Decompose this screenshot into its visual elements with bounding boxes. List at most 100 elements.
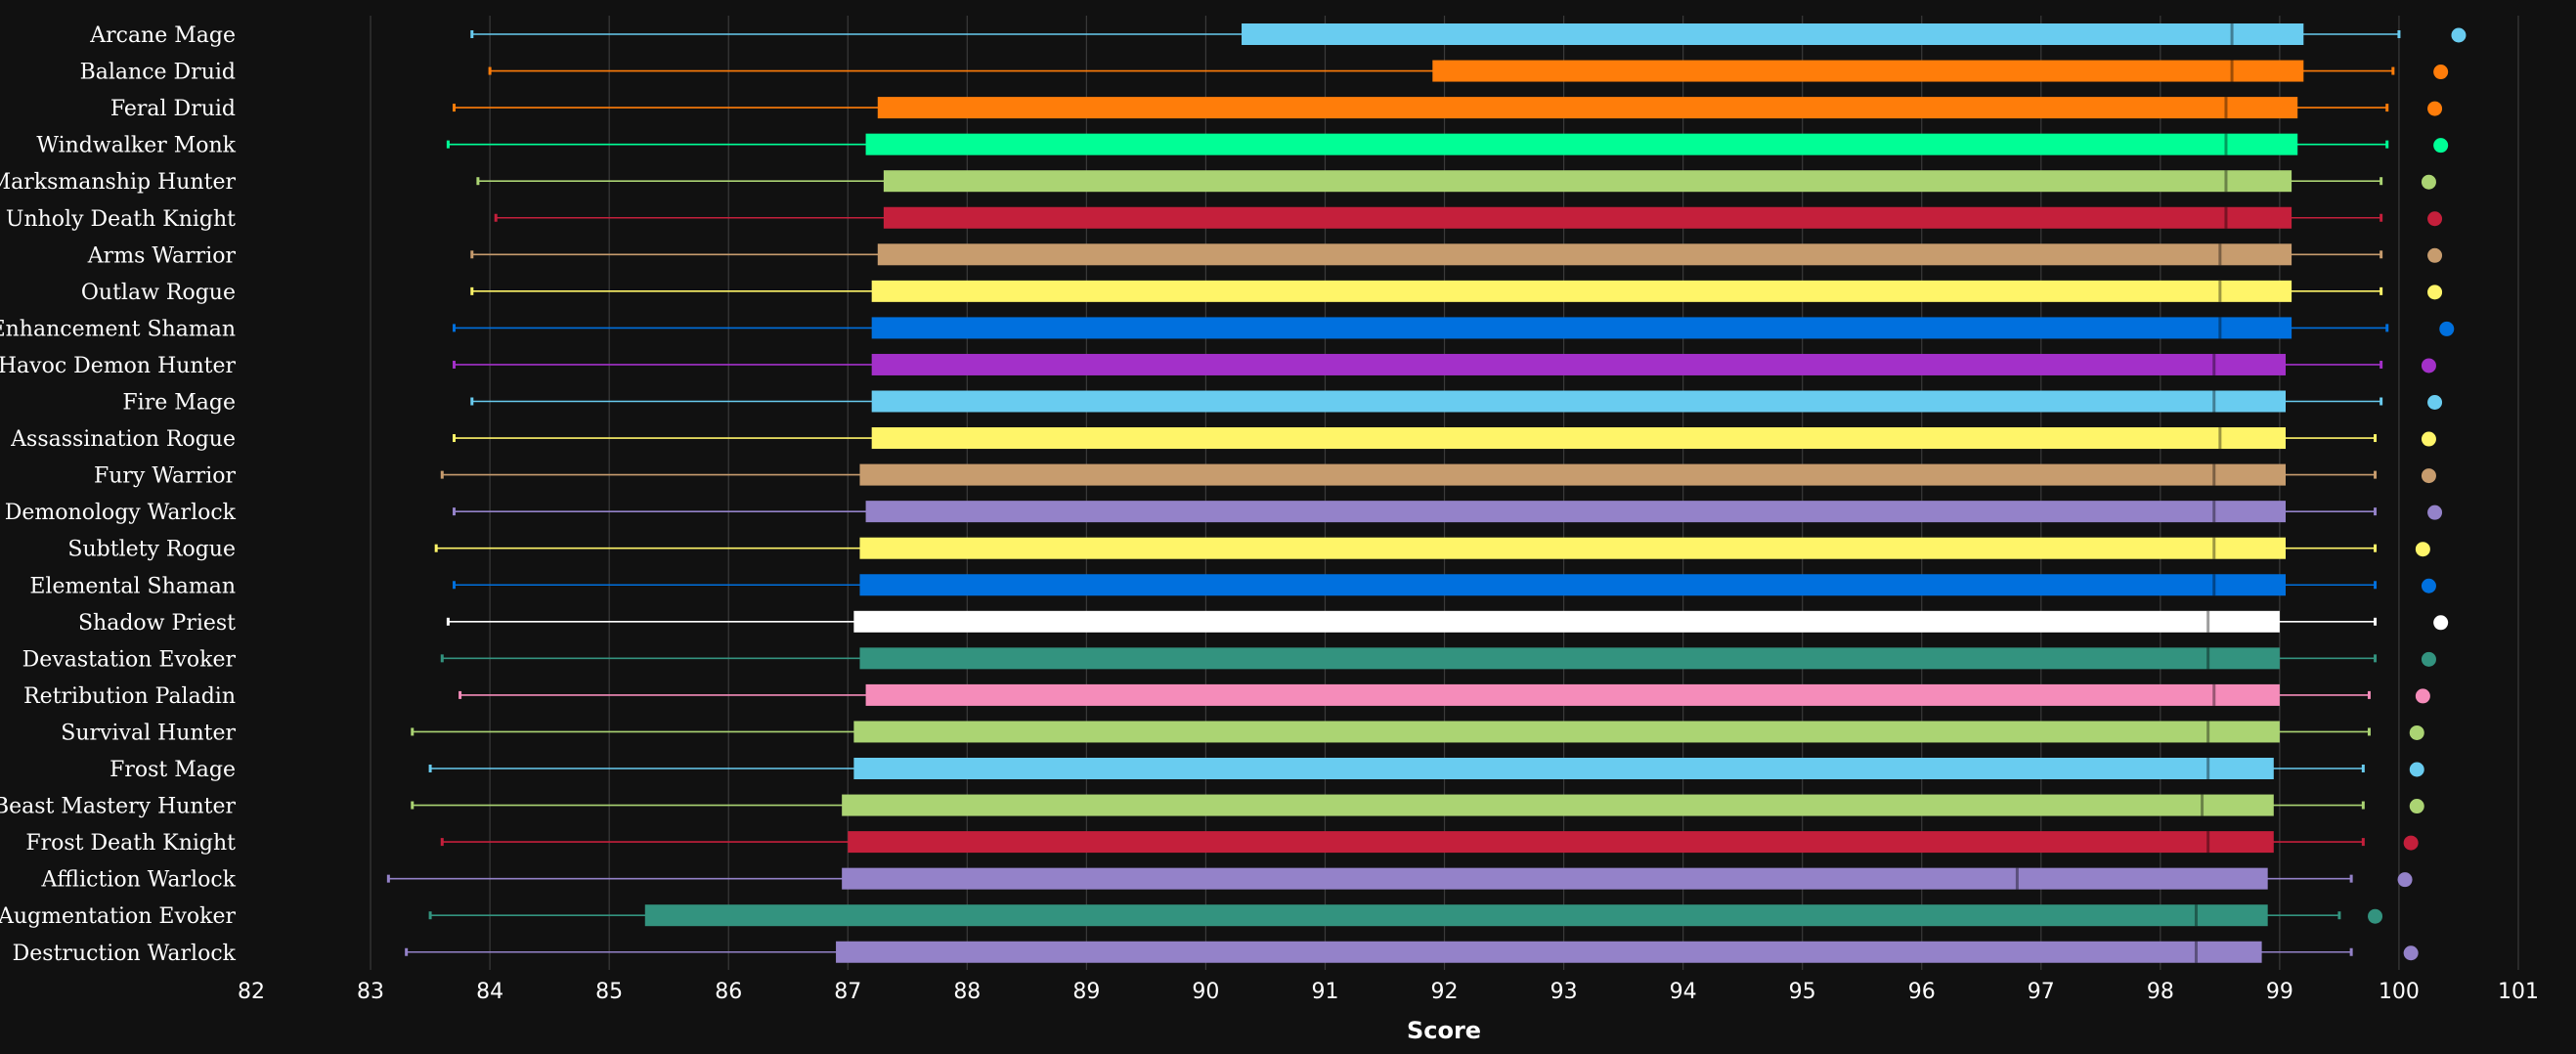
category-label: Destruction Warlock (13, 942, 237, 966)
category-label: Havoc Demon Hunter (0, 354, 236, 378)
iqr-box (883, 170, 2292, 193)
x-tick-label: 101 (2498, 980, 2539, 1004)
x-tick-label: 100 (2379, 980, 2420, 1004)
category-label: Windwalker Monk (36, 134, 236, 158)
x-tick-label: 84 (476, 980, 503, 1004)
max-point (2415, 688, 2430, 704)
category-label: Shadow Priest (78, 611, 236, 636)
iqr-box (853, 758, 2274, 779)
iqr-box (871, 280, 2292, 302)
iqr-box (871, 427, 2286, 450)
series-row (452, 317, 2455, 339)
category-label: Fury Warrior (94, 464, 237, 489)
series-row (470, 23, 2467, 45)
iqr-box (865, 683, 2280, 706)
category-label: Balance Druid (80, 61, 236, 85)
series-row (494, 206, 2443, 229)
iqr-box (883, 206, 2292, 229)
max-point (2433, 615, 2449, 631)
max-point (2403, 945, 2419, 961)
series-row (470, 390, 2443, 413)
iqr-box (865, 501, 2286, 523)
series-rows (386, 23, 2467, 963)
x-tick-label: 85 (595, 980, 623, 1004)
category-label: Outlaw Rogue (81, 281, 236, 305)
iqr-box (644, 904, 2268, 927)
x-tick-label: 94 (1670, 980, 1697, 1004)
iqr-box (853, 721, 2280, 743)
max-point (2433, 65, 2449, 80)
iqr-box (871, 353, 2286, 375)
series-row (386, 867, 2413, 890)
max-point (2409, 762, 2424, 777)
series-row (452, 97, 2443, 119)
iqr-box (859, 537, 2286, 559)
category-label: Devastation Evoker (22, 647, 237, 672)
category-label: Feral Druid (110, 97, 236, 121)
max-point (2397, 872, 2413, 888)
series-row (428, 904, 2383, 927)
series-row (434, 537, 2430, 559)
iqr-box (859, 647, 2280, 670)
max-point (2439, 321, 2455, 336)
series-row (440, 463, 2436, 486)
x-tick-label: 92 (1431, 980, 1459, 1004)
series-row (452, 353, 2436, 375)
iqr-box (842, 867, 2268, 890)
max-point (2427, 247, 2443, 263)
x-tick-label: 90 (1192, 980, 1219, 1004)
x-tick-label: 93 (1550, 980, 1578, 1004)
iqr-box (853, 610, 2280, 633)
max-point (2421, 431, 2436, 447)
category-label: Survival Hunter (61, 721, 236, 745)
category-labels: Arcane Mage Balance Druid Feral Druid Windw… (0, 23, 237, 966)
x-tick-label: 91 (1311, 980, 1338, 1004)
series-row (411, 794, 2424, 816)
max-point (2403, 835, 2419, 851)
series-row (470, 280, 2443, 302)
max-point (2421, 358, 2436, 373)
iqr-box (859, 463, 2286, 486)
iqr-box (1432, 60, 2304, 82)
category-label: Arcane Mage (89, 23, 236, 48)
series-row (470, 243, 2443, 266)
category-label: Enhancement Shaman (0, 317, 236, 341)
x-tick-label: 82 (238, 980, 265, 1004)
series-row (476, 170, 2436, 193)
x-axis-ticks: 82 83 84 85 86 87 88 89 90 91 92 93 94 95 96 97 98 99 100 1… (238, 980, 2539, 1004)
iqr-box (871, 317, 2292, 339)
category-label: Subtlety Rogue (67, 538, 236, 562)
category-label: Beast Mastery Hunter (0, 795, 236, 819)
series-row (446, 610, 2449, 633)
series-row (446, 133, 2449, 155)
series-row (458, 683, 2430, 706)
category-label: Demonology Warlock (5, 501, 237, 525)
series-row (405, 941, 2419, 963)
max-point (2427, 101, 2443, 116)
iqr-box (865, 133, 2298, 155)
x-axis-title: Score (1407, 1017, 1481, 1044)
category-label: Frost Death Knight (25, 831, 236, 856)
max-point (2433, 138, 2449, 154)
iqr-box (871, 390, 2286, 413)
iqr-box (848, 831, 2274, 854)
max-point (2421, 468, 2436, 484)
series-row (428, 758, 2424, 779)
max-point (2427, 211, 2443, 227)
x-tick-label: 96 (1908, 980, 1936, 1004)
x-tick-label: 89 (1072, 980, 1100, 1004)
max-point (2427, 505, 2443, 520)
category-label: Elemental Shaman (29, 574, 236, 598)
max-point (2409, 725, 2424, 740)
series-row (440, 647, 2436, 670)
iqr-box (877, 243, 2292, 266)
iqr-box (836, 941, 2262, 963)
max-point (2451, 27, 2467, 43)
category-label: Marksmanship Hunter (0, 170, 236, 195)
x-tick-label: 97 (2028, 980, 2055, 1004)
series-row (411, 721, 2424, 743)
category-label: Augmentation Evoker (0, 904, 236, 929)
x-tick-label: 88 (953, 980, 981, 1004)
x-tick-label: 99 (2266, 980, 2293, 1004)
